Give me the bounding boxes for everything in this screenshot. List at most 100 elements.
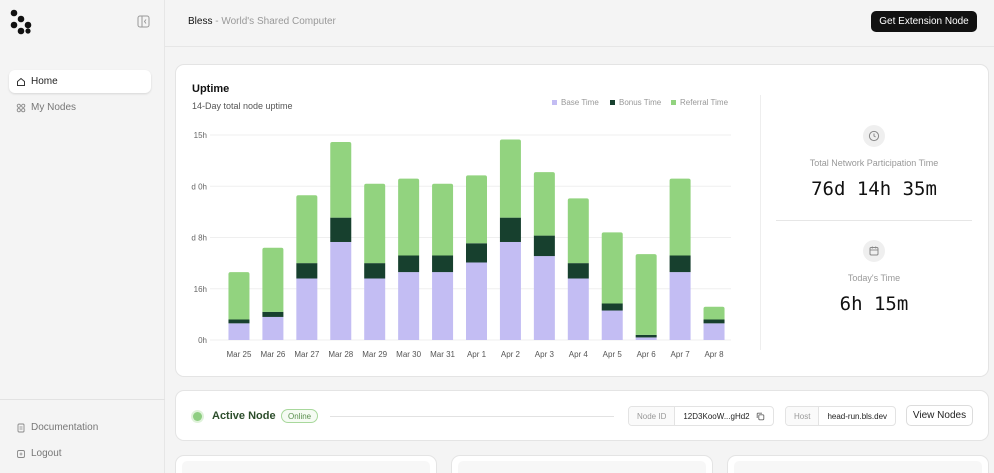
node-id-field: Node ID 12D3KooW...gHd2 [628,406,774,426]
y-tick-label: d 8h [191,234,207,243]
uptime-chart: 0h 16h d 8h d 0h 15h Mar 25 Mar 26 Mar 27 Mar 28… [191,131,731,359]
bar-segment-base-time [567,278,589,340]
total-time-label: Total Network Participation Time [809,158,939,168]
today-time-label: Today's Time [847,273,901,283]
lower-card-2 [451,455,713,473]
bar-segment-referral-time [330,142,352,218]
x-tick-label: Apr 7 [671,350,691,359]
bar-segment-referral-time [262,247,284,312]
sidebar: Home My Nodes Documentation Logout [0,0,165,473]
bar-segment-referral-time [669,178,691,256]
bar-segment-referral-time [398,178,420,256]
status-badge: Online [281,409,319,423]
bar-segment-bonus-time [228,319,250,324]
logout-icon [17,449,25,458]
total-time-value: 76d 14h 35m [811,178,937,200]
document-icon [17,423,25,432]
x-tick-label: Apr 2 [501,350,521,359]
bar-segment-referral-time [703,306,725,320]
sidebar-item-home[interactable]: Home [9,70,151,93]
sidebar-item-my-nodes[interactable]: My Nodes [9,96,151,119]
home-icon [17,77,25,86]
host-label: Host [786,407,820,425]
node-status-dot [193,412,202,421]
x-tick-label: Apr 8 [704,350,724,359]
x-tick-label: Mar 28 [328,350,353,359]
bar-segment-bonus-time [398,255,420,273]
bar-segment-referral-time [432,183,454,256]
bar-segment-base-time [432,272,454,340]
bar-segment-base-time [466,262,487,340]
bar-segment-referral-time [499,139,521,218]
bar-segment-bonus-time [432,255,454,273]
bar-segment-bonus-time [330,217,352,242]
bar-segment-referral-time [364,183,386,264]
stats-divider-horizontal [776,220,972,221]
bar-segment-referral-time [601,232,623,304]
bar-segment-base-time [601,310,623,340]
x-tick-label: Mar 29 [362,350,387,359]
bar-segment-bonus-time [296,263,318,279]
calendar-icon [863,240,885,262]
bar-segment-referral-time [296,195,318,264]
bar-segment-base-time [499,241,521,340]
x-tick-label: Mar 26 [260,350,285,359]
card-placeholder [458,461,706,473]
y-tick-label: 0h [198,336,207,345]
view-nodes-button[interactable]: View Nodes [906,405,973,426]
bar-segment-bonus-time [364,263,386,279]
uptime-card: Uptime 14-Day total node uptime Base Tim… [175,64,989,377]
bar-segment-bonus-time [601,303,623,311]
clock-icon [863,125,885,147]
sidebar-toggle-icon[interactable] [137,15,150,28]
bar-segment-bonus-time [669,255,691,273]
x-tick-label: Apr 1 [467,350,487,359]
bar-segment-bonus-time [466,243,487,263]
bar-segment-bonus-time [635,334,657,338]
host-value: head-run.bls.dev [827,411,888,421]
sidebar-divider [0,399,165,400]
bar-segment-base-time [703,323,725,340]
lower-card-3 [727,455,989,473]
bar-segment-referral-time [533,172,555,236]
nodes-icon [16,103,26,112]
bar-segment-base-time [262,316,284,340]
legend-label: Referral Time [680,98,729,107]
bar-segment-base-time [364,278,386,340]
stats-divider [760,95,761,350]
bar-segment-referral-time [567,198,589,264]
uptime-subtitle: 14-Day total node uptime [192,101,293,111]
legend-swatch [671,100,676,105]
bar-segment-bonus-time [703,319,725,324]
today-time-value: 6h 15m [839,293,909,315]
copy-icon[interactable] [756,412,765,421]
bar-segment-referral-time [466,175,487,244]
x-tick-label: Apr 5 [603,350,623,359]
host-field: Host head-run.bls.dev [785,406,897,426]
sidebar-item-label: Documentation [31,422,99,433]
x-tick-label: Mar 25 [227,350,252,359]
card-placeholder [734,461,982,473]
node-id-label: Node ID [629,407,676,425]
bar-segment-bonus-time [567,263,589,279]
bar-segment-base-time [635,337,657,340]
page-title: Bless - World's Shared Computer [188,16,336,27]
sidebar-item-documentation[interactable]: Documentation [9,416,151,439]
legend-swatch [610,100,615,105]
bar-segment-bonus-time [262,311,284,317]
y-tick-label: 16h [194,285,207,294]
sidebar-item-logout[interactable]: Logout [9,442,151,465]
node-id-value: 12D3KooW...gHd2 [675,412,772,421]
bar-segment-referral-time [228,272,250,320]
bless-logo-icon[interactable] [10,9,32,35]
bar-segment-base-time [228,323,250,340]
bar-segment-base-time [669,272,691,340]
bar-segment-referral-time [635,254,657,335]
x-tick-label: Apr 3 [535,350,555,359]
bar-segment-bonus-time [499,217,521,242]
node-divider-line [330,416,614,417]
get-extension-node-button[interactable]: Get Extension Node [871,11,977,32]
bar-segment-base-time [296,278,318,340]
x-tick-label: Apr 6 [637,350,657,359]
sidebar-item-label: Home [31,76,58,87]
